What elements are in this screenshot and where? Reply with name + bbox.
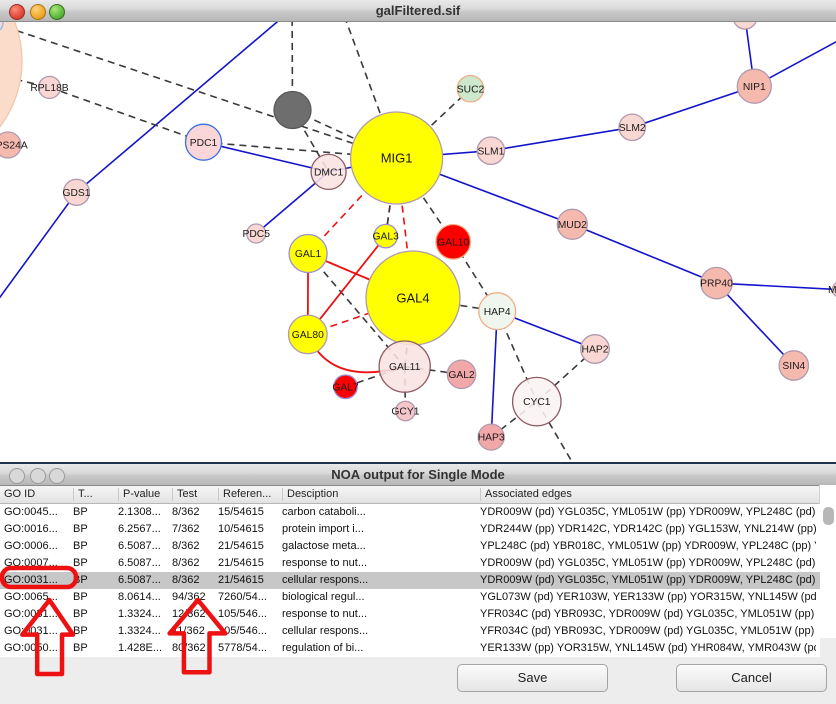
svg-text:SLM1: SLM1 [477, 146, 504, 157]
svg-text:GCY1: GCY1 [391, 407, 419, 418]
svg-text:GDS1: GDS1 [62, 188, 90, 199]
svg-text:GAL7: GAL7 [332, 382, 359, 393]
svg-text:RPS24A: RPS24A [0, 141, 28, 152]
svg-text:GAL3: GAL3 [373, 232, 400, 243]
svg-text:GAL11: GAL11 [389, 362, 421, 373]
svg-text:PRP40: PRP40 [700, 279, 733, 290]
svg-text:MIG1: MIG1 [381, 151, 413, 166]
svg-text:MSI1: MSI1 [828, 285, 836, 296]
svg-text:MUD2: MUD2 [558, 220, 587, 231]
svg-text:PDC5: PDC5 [242, 229, 270, 240]
svg-text:NIP1: NIP1 [743, 82, 766, 93]
svg-text:GAL80: GAL80 [292, 330, 324, 341]
svg-text:GAL2: GAL2 [448, 370, 475, 381]
svg-text:RPL18B: RPL18B [30, 83, 68, 94]
svg-text:GAL4: GAL4 [396, 291, 429, 306]
svg-text:SLM2: SLM2 [619, 123, 646, 134]
svg-text:GAL10: GAL10 [437, 237, 469, 248]
svg-text:HAP3: HAP3 [478, 433, 505, 444]
svg-text:HAP4: HAP4 [484, 307, 511, 318]
svg-text:SUC2: SUC2 [457, 84, 485, 95]
svg-text:DMC1: DMC1 [314, 168, 343, 179]
svg-text:CYC1: CYC1 [523, 397, 551, 408]
svg-text:HAP2: HAP2 [582, 345, 609, 356]
svg-text:SIN4: SIN4 [782, 361, 805, 372]
svg-text:GAL1: GAL1 [295, 249, 322, 260]
svg-text:PDC1: PDC1 [190, 138, 218, 149]
